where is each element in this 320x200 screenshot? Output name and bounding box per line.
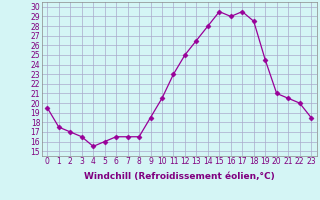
X-axis label: Windchill (Refroidissement éolien,°C): Windchill (Refroidissement éolien,°C) bbox=[84, 172, 275, 181]
